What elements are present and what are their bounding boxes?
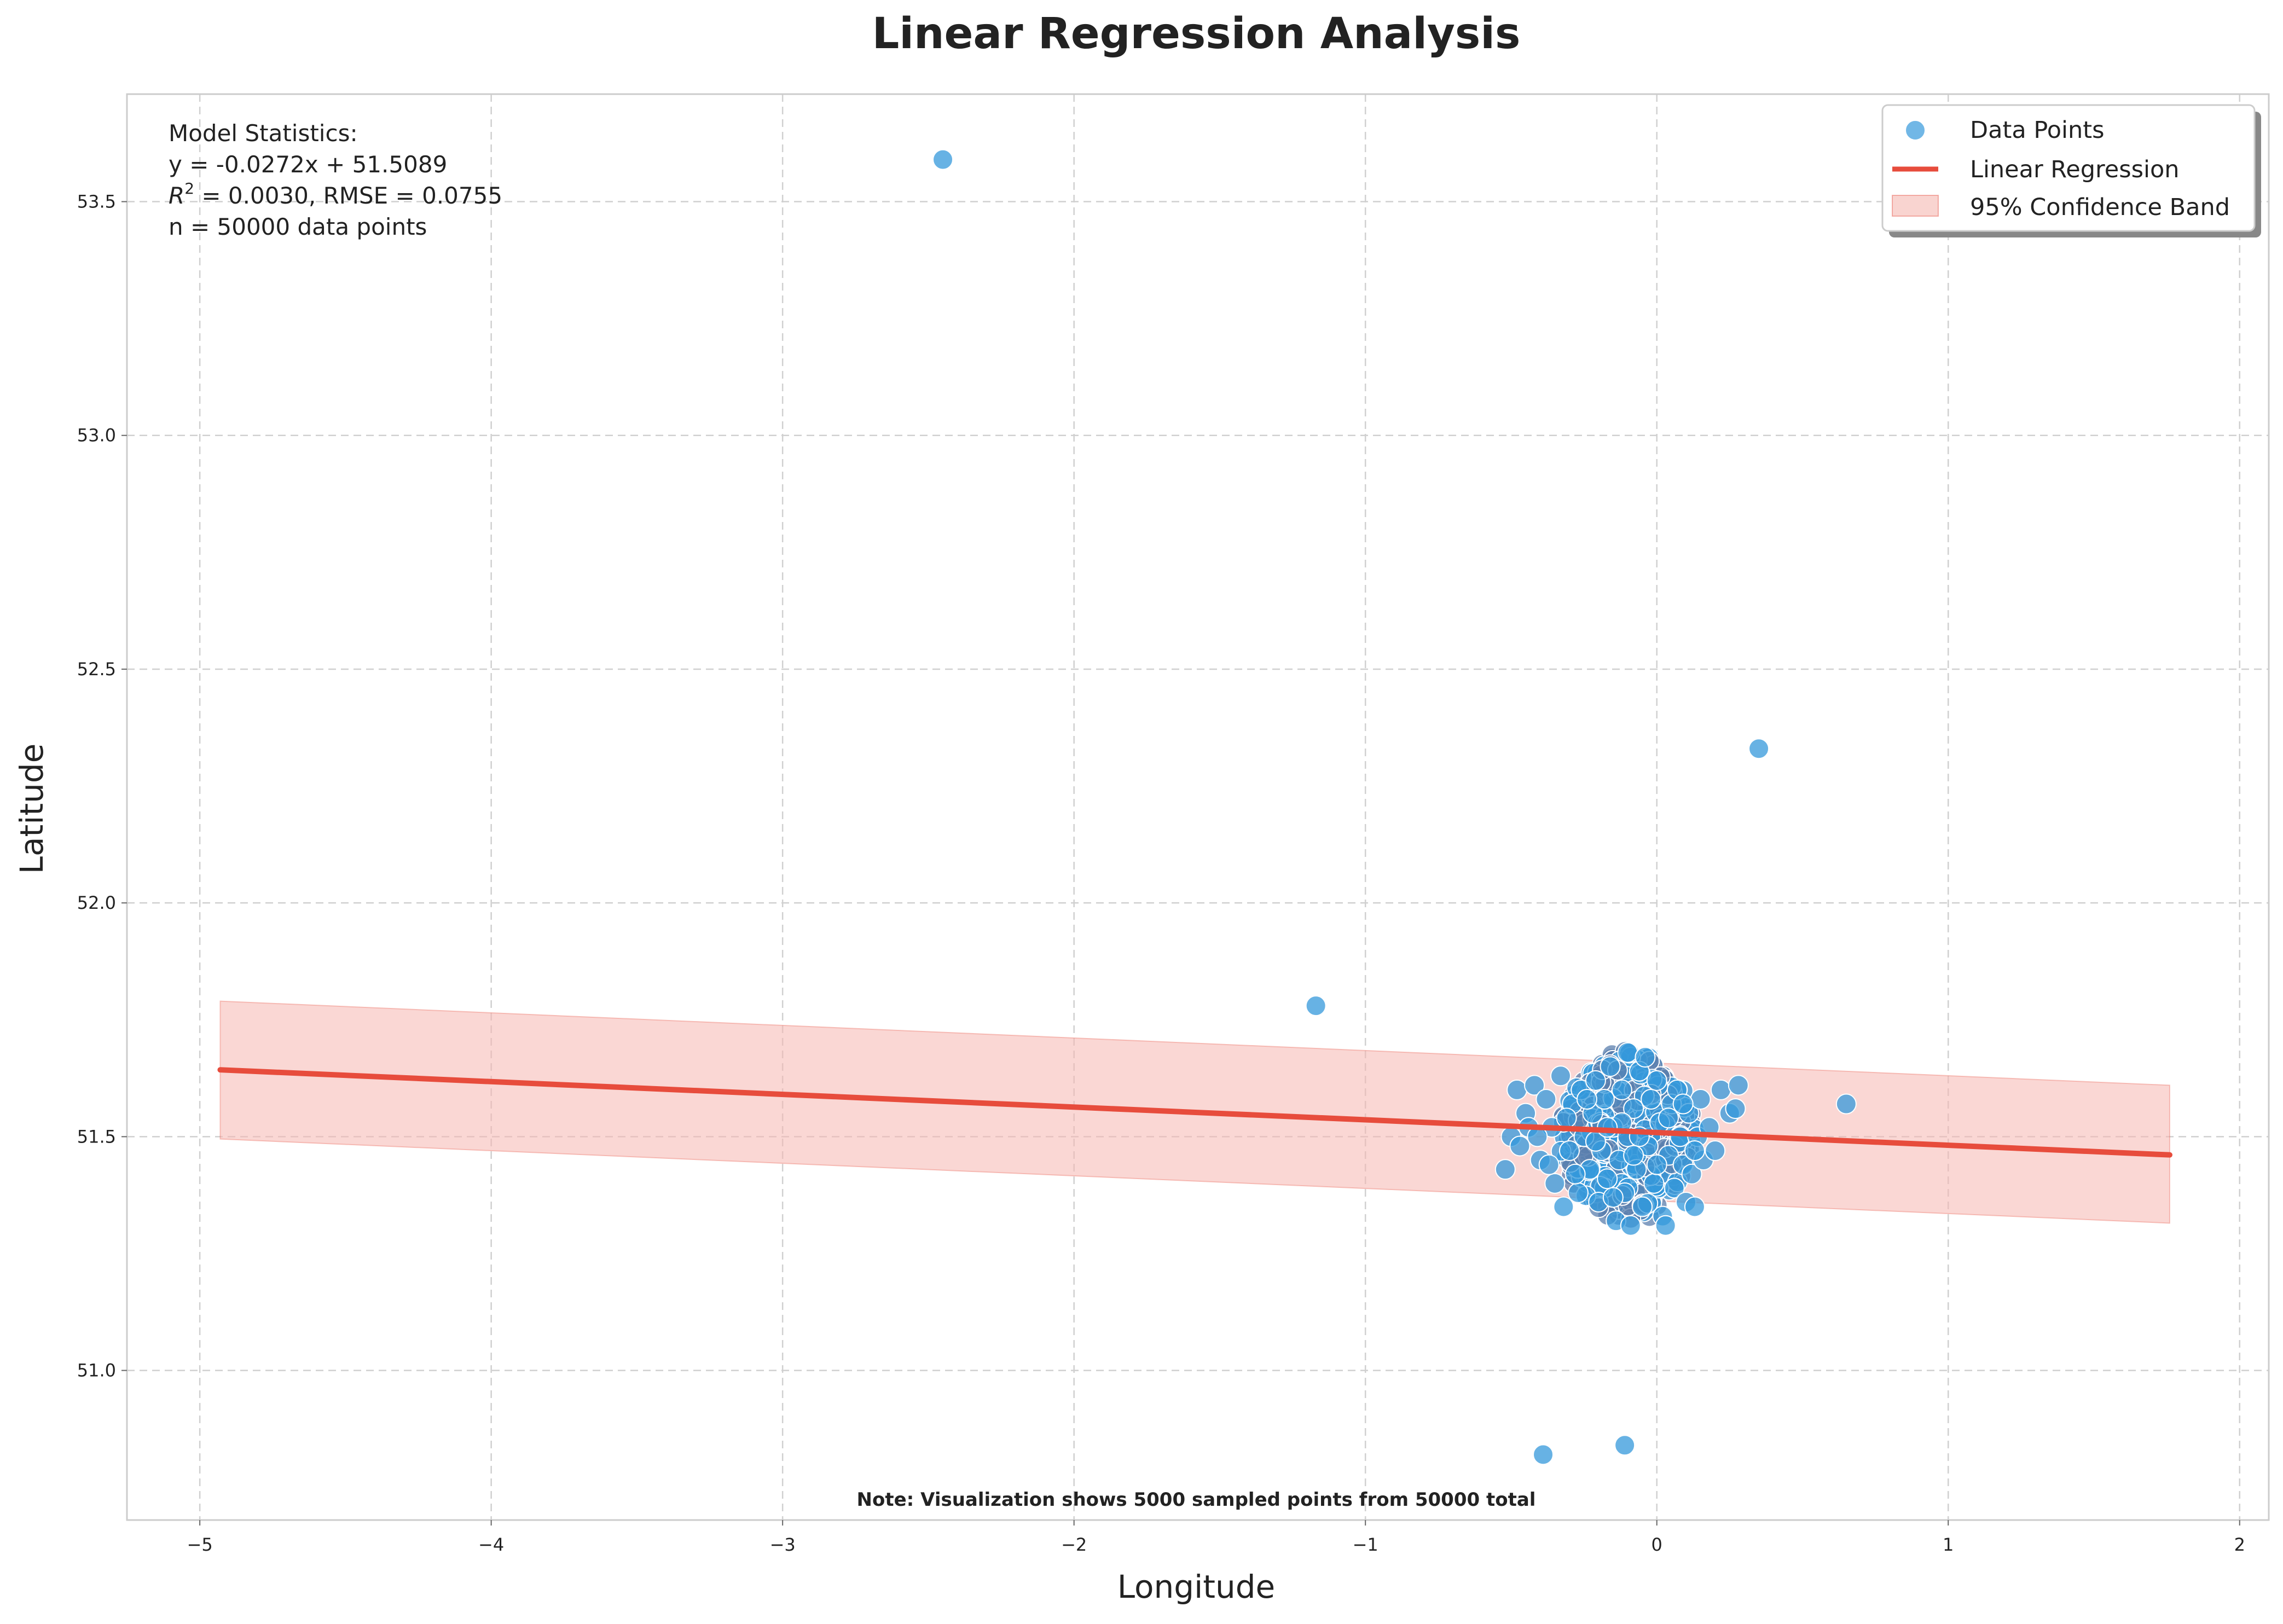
data-point <box>1620 1215 1641 1236</box>
data-point <box>1494 1159 1516 1180</box>
y-tick-label: 53.0 <box>77 425 116 446</box>
data-point <box>1635 1047 1656 1068</box>
r2-symbol: R <box>169 182 184 209</box>
data-point <box>1835 1093 1857 1115</box>
r2-exponent: 2 <box>184 179 194 198</box>
r2-rmse-values: = 0.0030, RMSE = 0.0755 <box>194 182 502 209</box>
data-point <box>1690 1089 1711 1110</box>
y-axis-label: Latitude <box>13 744 50 874</box>
data-point <box>1670 1126 1691 1147</box>
y-tick-label: 52.0 <box>77 892 116 913</box>
legend-marker-band <box>1892 195 1939 217</box>
data-point <box>1658 1107 1679 1129</box>
x-tick-label: −2 <box>1061 1534 1087 1555</box>
data-point <box>1632 1196 1653 1217</box>
legend-marker-points <box>1905 120 1926 141</box>
data-point <box>1705 1140 1726 1162</box>
data-point <box>1576 1089 1597 1110</box>
stats-n: n = 50000 data points <box>169 213 427 240</box>
note-text: Note: Visualization shows 5000 sampled p… <box>857 1489 1536 1511</box>
data-point <box>1641 1089 1662 1110</box>
data-point <box>1646 1070 1667 1091</box>
data-point <box>1305 995 1326 1017</box>
stats-box: Model Statistics: y = -0.0272x + 51.5089… <box>169 120 502 240</box>
y-tick-label: 53.5 <box>77 192 116 212</box>
data-point <box>1684 1140 1705 1162</box>
data-point <box>1558 1140 1580 1162</box>
x-tick-label: 2 <box>2234 1534 2245 1555</box>
legend-label-band: 95% Confidence Band <box>1970 194 2230 221</box>
data-point <box>1567 1182 1589 1203</box>
data-point <box>1509 1135 1531 1157</box>
data-point <box>1565 1163 1586 1185</box>
data-point <box>1725 1098 1746 1120</box>
data-point <box>1728 1075 1749 1096</box>
data-point <box>1506 1079 1528 1100</box>
data-point <box>1655 1215 1676 1236</box>
data-point <box>1602 1187 1624 1208</box>
data-point <box>1550 1065 1571 1087</box>
legend-label-line: Linear Regression <box>1970 156 2180 183</box>
data-point <box>932 149 954 170</box>
data-point <box>1672 1093 1694 1115</box>
data-point <box>1600 1056 1621 1077</box>
data-point <box>1594 1089 1615 1110</box>
data-point <box>1748 738 1770 759</box>
chart-title: Linear Regression Analysis <box>872 9 1521 59</box>
gridlines <box>127 94 2269 1520</box>
data-point <box>1664 1178 1685 1199</box>
legend-label-points: Data Points <box>1970 117 2105 144</box>
data-point <box>1538 1154 1560 1175</box>
regression-line <box>217 1067 2172 1158</box>
x-axis-label: Longitude <box>1117 1568 1275 1605</box>
scatter-points-layer <box>932 149 1857 1465</box>
x-axis-ticks: −5 −4 −3 −2 −1 0 1 2 <box>187 1520 2245 1555</box>
data-point <box>1556 1107 1577 1129</box>
data-point <box>1614 1435 1636 1456</box>
data-point <box>1524 1075 1545 1096</box>
data-point <box>1611 1079 1632 1100</box>
data-point <box>1535 1089 1557 1110</box>
data-point <box>1646 1154 1667 1175</box>
y-tick-label: 51.0 <box>77 1360 116 1381</box>
data-point <box>1533 1444 1554 1465</box>
regression-line-layer <box>217 1067 2172 1158</box>
x-tick-label: −1 <box>1353 1534 1378 1555</box>
stats-heading: Model Statistics: <box>169 120 358 147</box>
x-tick-label: 0 <box>1652 1534 1662 1555</box>
stats-r2-rmse: R2 = 0.0030, RMSE = 0.0755 <box>169 179 502 209</box>
y-axis-ticks: 51.0 51.5 52.0 52.5 53.0 53.5 <box>77 192 127 1381</box>
data-point <box>1617 1042 1638 1063</box>
data-point <box>1710 1079 1731 1100</box>
legend: Data Points Linear Regression 95% Confid… <box>1881 104 2261 237</box>
data-point <box>1597 1168 1618 1190</box>
x-tick-label: −4 <box>478 1534 504 1555</box>
x-tick-label: −5 <box>187 1534 213 1555</box>
y-tick-label: 52.5 <box>77 659 116 680</box>
data-point <box>1553 1196 1574 1217</box>
x-tick-label: 1 <box>1943 1534 1954 1555</box>
stats-equation: y = -0.0272x + 51.5089 <box>169 151 447 178</box>
data-point <box>1643 1173 1665 1194</box>
x-tick-label: −3 <box>770 1534 796 1555</box>
plot-frame <box>126 93 2270 1521</box>
data-point <box>1623 1145 1644 1166</box>
data-point <box>1544 1173 1566 1194</box>
data-point <box>1585 1070 1606 1091</box>
legend-box <box>1881 104 2256 232</box>
data-point <box>1681 1163 1702 1185</box>
y-tick-label: 51.5 <box>77 1126 116 1147</box>
data-point <box>1623 1098 1644 1120</box>
data-point <box>1684 1196 1705 1217</box>
